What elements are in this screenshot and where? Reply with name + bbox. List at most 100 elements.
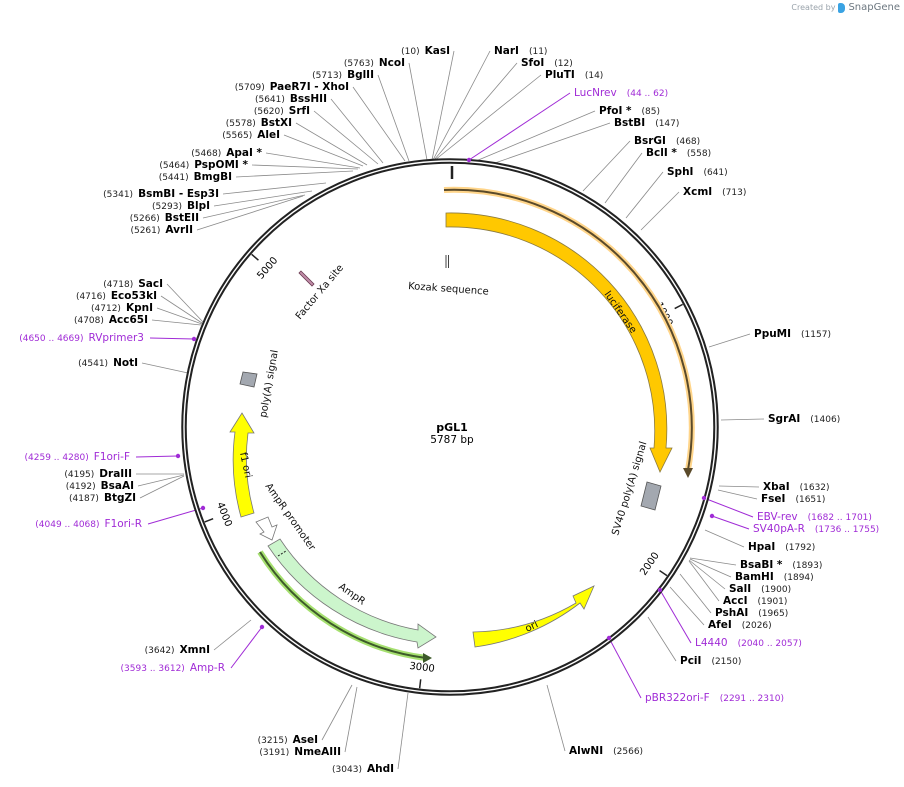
enzyme-site-bsshii[interactable]: BssHII (5641) <box>255 93 327 105</box>
enzyme-site-avrii[interactable]: AvrII (5261) <box>130 224 193 236</box>
enzyme-site-blpi[interactable]: BlpI (5293) <box>152 200 210 212</box>
enzyme-site-afei[interactable]: AfeI (2026) <box>708 619 772 631</box>
primer-l4440[interactable]: L4440 (2040 .. 2057) <box>695 637 802 649</box>
enzyme-site-asei[interactable]: AseI (3215) <box>258 734 318 746</box>
enzyme-site-bsrgi[interactable]: BsrGI (468) <box>634 135 700 147</box>
factor-xa-feature[interactable] <box>298 270 315 287</box>
enzyme-name: PspOMI * <box>194 159 248 171</box>
primer-position: (2040 .. 2057) <box>738 639 802 649</box>
primer-rvprimer3[interactable]: RVprimer3 (4650 .. 4669) <box>19 332 144 344</box>
enzyme-site-sgrai[interactable]: SgrAI (1406) <box>768 413 840 425</box>
f1-ori-feature[interactable] <box>229 412 255 518</box>
enzyme-site-ahdi[interactable]: AhdI (3043) <box>332 763 394 775</box>
enzyme-site-pluti[interactable]: PluTI (14) <box>545 69 603 81</box>
enzyme-site-bsabi-[interactable]: BsaBI * (1893) <box>740 559 822 571</box>
primer-mark <box>709 513 715 519</box>
polya-signal-feature[interactable] <box>239 371 258 388</box>
primer-f1ori-f[interactable]: F1ori-F (4259 .. 4280) <box>25 451 131 463</box>
primer-ebv-rev[interactable]: EBV-rev (1682 .. 1701) <box>757 511 872 523</box>
enzyme-name: BstXI <box>261 117 292 129</box>
enzyme-site-fsei[interactable]: FseI (1651) <box>761 493 825 505</box>
enzyme-site-bstbi[interactable]: BstBI (147) <box>614 117 679 129</box>
enzyme-site-bglii[interactable]: BglII (5713) <box>312 69 374 81</box>
enzyme-site-apai-[interactable]: ApaI * (5468) <box>191 147 262 159</box>
enzyme-name: KpnI <box>126 302 153 314</box>
enzyme-site-eco53ki[interactable]: Eco53kI (4716) <box>76 290 157 302</box>
sv40-polya-feature[interactable] <box>640 481 662 511</box>
enzyme-site-bmgbi[interactable]: BmgBI (5441) <box>159 171 232 183</box>
enzyme-site-pfoi-[interactable]: PfoI * (85) <box>599 105 660 117</box>
enzyme-position: (1893) <box>792 561 822 571</box>
ampr-promoter-feature[interactable] <box>255 516 278 541</box>
tick-mark <box>659 569 668 577</box>
enzyme-site-bsaai[interactable]: BsaAI (4192) <box>66 480 134 492</box>
ori-feature[interactable] <box>472 585 595 648</box>
enzyme-site-ncoi[interactable]: NcoI (5763) <box>344 57 405 69</box>
enzyme-position: (4187) <box>69 494 99 504</box>
ampr-cds-thin[interactable] <box>257 550 432 663</box>
enzyme-site-srfi[interactable]: SrfI (5620) <box>254 105 310 117</box>
kozak-label: Kozak sequence <box>408 281 489 298</box>
enzyme-position: (2026) <box>742 621 772 631</box>
enzyme-position: (4708) <box>74 316 104 326</box>
enzyme-site-kpni[interactable]: KpnI (4712) <box>91 302 153 314</box>
primer-position: (3593 .. 3612) <box>121 664 185 674</box>
enzyme-site-pspomi-[interactable]: PspOMI * (5464) <box>159 159 248 171</box>
enzyme-site-acc65i[interactable]: Acc65I (4708) <box>74 314 148 326</box>
enzyme-site-hpai[interactable]: HpaI (1792) <box>748 541 815 553</box>
enzyme-site-nmeaiii[interactable]: NmeAIII (3191) <box>259 746 341 758</box>
leader-lines <box>135 50 765 770</box>
enzyme-site-alwni[interactable]: AlwNI (2566) <box>569 745 643 757</box>
enzyme-site-bsmbi-esp3i[interactable]: BsmBI - Esp3I (5341) <box>103 188 219 200</box>
primer-position: (1682 .. 1701) <box>808 513 872 523</box>
enzyme-site-sali[interactable]: SalI (1900) <box>729 583 791 595</box>
enzyme-site-saci[interactable]: SacI (4718) <box>103 278 163 290</box>
luciferase-cds-thin[interactable] <box>443 186 695 478</box>
kozak-feature[interactable] <box>445 255 449 268</box>
enzyme-site-alei[interactable]: AleI (5565) <box>222 129 280 141</box>
enzyme-name: PpuMI <box>754 328 791 340</box>
enzyme-site-bstxi[interactable]: BstXI (5578) <box>226 117 292 129</box>
primer-amp-r[interactable]: Amp-R (3593 .. 3612) <box>121 662 225 674</box>
enzyme-position: (3215) <box>258 736 288 746</box>
primer-sv40pa-r[interactable]: SV40pA-R (1736 .. 1755) <box>753 523 879 535</box>
primer-name: pBR322ori-F <box>645 692 710 704</box>
enzyme-site-btgzi[interactable]: BtgZI (4187) <box>69 492 136 504</box>
enzyme-site-kasi[interactable]: KasI (10) <box>401 45 450 57</box>
ampr-feature[interactable] <box>267 538 437 649</box>
primer-mark <box>191 336 197 342</box>
enzyme-site-pshai[interactable]: PshAI (1965) <box>715 607 788 619</box>
enzyme-name: AleI <box>257 129 280 141</box>
enzyme-site-xcmi[interactable]: XcmI (713) <box>683 186 746 198</box>
enzyme-position: (3642) <box>145 646 175 656</box>
enzyme-position: (85) <box>642 107 660 117</box>
enzyme-name: BclI * <box>646 147 677 159</box>
enzyme-site-xmni[interactable]: XmnI (3642) <box>145 644 210 656</box>
enzyme-site-ppumi[interactable]: PpuMI (1157) <box>754 328 831 340</box>
enzyme-site-pcii[interactable]: PciI (2150) <box>680 655 741 667</box>
enzyme-site-noti[interactable]: NotI (4541) <box>78 357 138 369</box>
enzyme-site-nari[interactable]: NarI (11) <box>494 45 547 57</box>
primer-name: SV40pA-R <box>753 523 805 535</box>
primer-lucnrev[interactable]: LucNrev (44 .. 62) <box>574 87 668 99</box>
primer-pbr322ori-f[interactable]: pBR322ori-F (2291 .. 2310) <box>645 692 784 704</box>
primer-position: (4049 .. 4068) <box>35 520 99 530</box>
enzyme-site-acci[interactable]: AccI (1901) <box>723 595 787 607</box>
enzyme-site-bamhi[interactable]: BamHI (1894) <box>735 571 814 583</box>
primer-f1ori-r[interactable]: F1ori-R (4049 .. 4068) <box>35 518 142 530</box>
enzyme-site-sphi[interactable]: SphI (641) <box>667 166 728 178</box>
luciferase-feature[interactable] <box>445 212 673 473</box>
enzyme-position: (1792) <box>785 543 815 553</box>
enzyme-site-xbai[interactable]: XbaI (1632) <box>763 481 830 493</box>
enzyme-site-sfoi[interactable]: SfoI (12) <box>521 57 573 69</box>
enzyme-name: XmnI <box>180 644 210 656</box>
enzyme-site-bcli-[interactable]: BclI * (558) <box>646 147 711 159</box>
enzyme-position: (4712) <box>91 304 121 314</box>
enzyme-site-bsteii[interactable]: BstEII (5266) <box>130 212 199 224</box>
enzyme-name: KasI <box>425 45 450 57</box>
enzyme-site-paer7i-xhoi[interactable]: PaeR7I - XhoI (5709) <box>235 81 349 93</box>
enzyme-name: Eco53kI <box>111 290 157 302</box>
enzyme-name: BsrGI <box>634 135 666 147</box>
enzyme-site-draiii[interactable]: DraIII (4195) <box>64 468 132 480</box>
